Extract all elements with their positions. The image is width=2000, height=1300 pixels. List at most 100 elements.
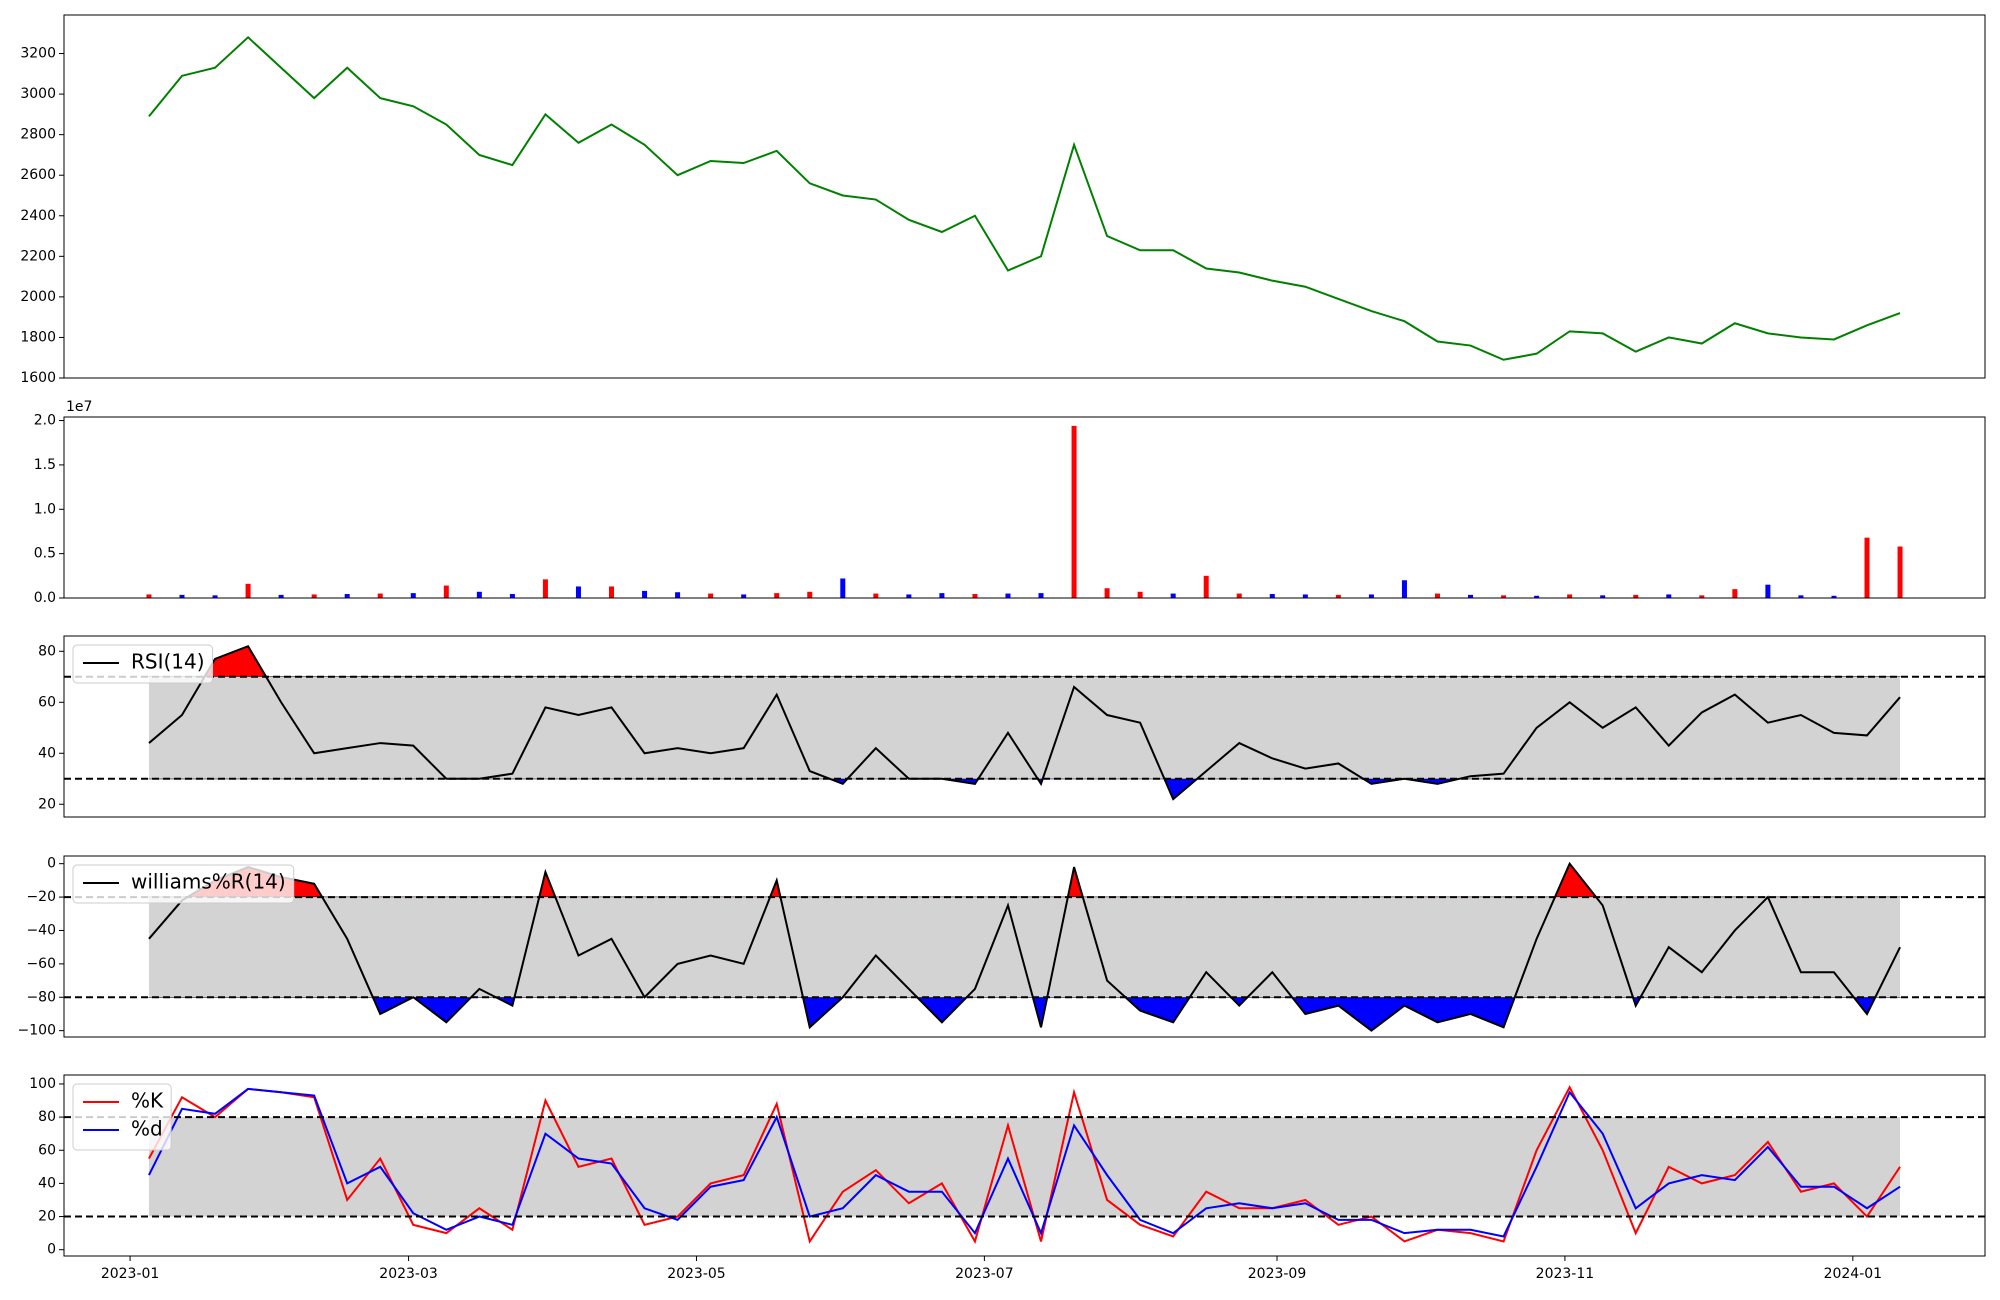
legend-box bbox=[72, 644, 214, 684]
axes-frame bbox=[63, 855, 1986, 1038]
y-tick-label: 0 bbox=[47, 1242, 56, 1258]
volume-bar bbox=[1798, 595, 1804, 598]
y-tick-label: 1800 bbox=[20, 329, 56, 345]
volume-bar bbox=[1732, 589, 1738, 598]
series-line bbox=[148, 861, 1901, 1032]
y-tick-label: −80 bbox=[26, 989, 56, 1005]
x-tick-label: 2023-05 bbox=[667, 1266, 726, 1282]
volume-bar bbox=[1468, 594, 1474, 598]
volume-bar bbox=[1335, 594, 1341, 598]
y-tick-label: −40 bbox=[26, 922, 56, 938]
volume-bar bbox=[476, 591, 482, 598]
volume-bar bbox=[1104, 588, 1110, 598]
volume-bar bbox=[179, 594, 185, 598]
volume-bar bbox=[1302, 594, 1308, 598]
volume-bar bbox=[774, 593, 780, 598]
threshold-band bbox=[148, 676, 1901, 779]
volume-bar bbox=[642, 590, 648, 598]
y-tick-label: 3000 bbox=[20, 86, 56, 102]
legend-label: RSI(14) bbox=[131, 650, 205, 674]
volume-bar bbox=[1071, 425, 1077, 598]
y-tick-label: 100 bbox=[29, 1076, 56, 1092]
volume-bar bbox=[1005, 593, 1011, 598]
legend-label: williams%R(14) bbox=[131, 870, 286, 894]
y-tick-label: 2.0 bbox=[34, 413, 56, 429]
volume-bar bbox=[1600, 595, 1606, 598]
legend: RSI(14) bbox=[72, 644, 214, 684]
overbought-fill bbox=[148, 645, 1901, 677]
volume-bar bbox=[807, 591, 813, 598]
volume-bar bbox=[1401, 580, 1407, 598]
y-tick-label: 1600 bbox=[20, 370, 56, 386]
volume-bar bbox=[1831, 595, 1837, 598]
volume-bar bbox=[542, 579, 548, 598]
y-tick-label: 80 bbox=[38, 643, 56, 659]
volume-bar bbox=[146, 594, 152, 598]
x-tick-label: 2023-11 bbox=[1536, 1266, 1595, 1282]
volume-bar bbox=[1633, 594, 1639, 598]
series-line bbox=[148, 1085, 1901, 1244]
y-tick-label: −60 bbox=[26, 956, 56, 972]
volume-bar bbox=[840, 578, 846, 598]
y-tick-label: 3200 bbox=[20, 46, 56, 62]
volume-bar bbox=[1170, 593, 1176, 598]
volume-bar bbox=[1534, 595, 1540, 598]
axis-offset-text: 1e7 bbox=[66, 399, 92, 415]
volume-bar bbox=[410, 593, 416, 598]
volume-bar bbox=[609, 586, 615, 598]
y-tick-label: 2600 bbox=[20, 167, 56, 183]
legend-label: %d bbox=[131, 1117, 163, 1141]
volume-bar bbox=[311, 594, 317, 598]
volume-bar bbox=[509, 594, 515, 598]
y-tick-label: 20 bbox=[38, 796, 56, 812]
series-line bbox=[148, 644, 1901, 801]
volume-bar bbox=[245, 583, 251, 598]
y-tick-label: 40 bbox=[38, 1175, 56, 1191]
y-tick-label: 40 bbox=[38, 745, 56, 761]
volume-bar bbox=[1897, 546, 1903, 598]
volume-bar bbox=[972, 594, 978, 598]
panel: 0.0 0.5 1.0 1.5 2.0 1e7 bbox=[34, 399, 1986, 606]
volume-bar bbox=[939, 593, 945, 598]
volume-bar bbox=[675, 592, 681, 598]
volume-bar bbox=[741, 594, 747, 598]
x-tick-label: 2023-07 bbox=[955, 1266, 1014, 1282]
x-tick-label: 2023-03 bbox=[379, 1266, 438, 1282]
panel: −100 −80 −60 −40 −20 0 williams%R(14) bbox=[18, 855, 1986, 1039]
x-tick-label: 2023-09 bbox=[1248, 1266, 1307, 1282]
y-tick-label: 20 bbox=[38, 1209, 56, 1225]
y-tick-label: 0.0 bbox=[34, 590, 56, 606]
volume-bar bbox=[1765, 584, 1771, 598]
y-tick-label: 1.0 bbox=[34, 501, 56, 517]
panel: 0 20 40 60 80 100 2023-01 2023-03 2023-05 2023-07… bbox=[29, 1074, 1986, 1282]
y-tick-label: 1.5 bbox=[34, 457, 56, 473]
y-tick-label: 0.5 bbox=[34, 546, 56, 562]
legend-box bbox=[72, 1083, 172, 1151]
volume-bar bbox=[344, 594, 350, 598]
legend: %K %d bbox=[72, 1083, 172, 1151]
axes-frame bbox=[63, 1074, 1986, 1257]
volume-bar bbox=[1236, 593, 1242, 598]
axes-frame bbox=[63, 416, 1986, 599]
volume-bar bbox=[1269, 594, 1275, 598]
legend-box bbox=[72, 864, 295, 904]
volume-bar bbox=[873, 593, 879, 598]
y-tick-label: 60 bbox=[38, 1142, 56, 1158]
volume-bar bbox=[1434, 593, 1440, 598]
legend: williams%R(14) bbox=[72, 864, 295, 904]
threshold-band bbox=[148, 897, 1901, 998]
volume-bar bbox=[1666, 594, 1672, 598]
y-tick-label: 60 bbox=[38, 694, 56, 710]
panel: 20 40 60 80 RSI(14) bbox=[38, 635, 1986, 818]
volume-bar bbox=[377, 593, 383, 598]
threshold-band bbox=[148, 1117, 1901, 1217]
volume-bar bbox=[212, 595, 218, 598]
axes-frame bbox=[63, 14, 1986, 379]
y-tick-label: 2200 bbox=[20, 248, 56, 264]
volume-bar bbox=[1699, 595, 1705, 598]
volume-bar bbox=[708, 593, 714, 598]
x-tick-label: 2024-01 bbox=[1824, 1266, 1883, 1282]
volume-bar bbox=[1368, 594, 1374, 598]
axes-frame bbox=[63, 635, 1986, 818]
volume-bar bbox=[443, 585, 449, 598]
